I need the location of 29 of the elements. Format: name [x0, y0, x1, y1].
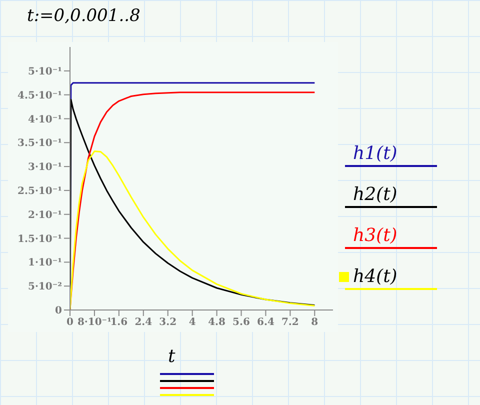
x-tick-label: 8 [311, 317, 318, 328]
y-tick-label: 2.5·10⁻¹ [18, 186, 62, 198]
y-tick-label: 4·10⁻¹ [28, 114, 62, 126]
text: h3(t) [353, 225, 398, 246]
line-series [70, 150, 316, 310]
x-tick-label: 7.2 [281, 317, 299, 328]
legend-label: h4(t) [353, 266, 398, 287]
x-tick-label: 4 [188, 317, 196, 328]
y-tick-label: 1·10⁻¹ [28, 258, 62, 269]
x-axis-title: t [168, 346, 176, 367]
y-tick-label: 2·10⁻¹ [28, 210, 62, 221]
x-tick-label: 6.4 [257, 317, 274, 328]
x-tick-label: 3.2 [159, 317, 177, 328]
y-tick-label: 3.5·10⁻¹ [18, 138, 62, 150]
x-tick-label: 4.8 [208, 317, 226, 328]
y-tick-label: 5·10⁻¹ [28, 66, 62, 78]
x-tick-label: 0 [66, 317, 74, 328]
x-tick-label: 1.6 [110, 317, 128, 328]
text: h1(t) [353, 143, 398, 164]
y-tick-label: 4.5·10⁻¹ [18, 90, 62, 102]
y-tick-label: 0 [55, 306, 62, 317]
x-tick-label: 5.6 [232, 317, 250, 328]
chart-title: t:=0,0.001..8 [27, 6, 140, 26]
y-tick-label: 3·10⁻¹ [28, 162, 62, 174]
x-tick-label: 2.4 [134, 317, 152, 328]
y-tick-label: 1.5·10⁻¹ [18, 234, 62, 245]
y-tick-label: 5·10⁻² [28, 282, 62, 293]
x-tick-label: 8·10⁻¹ [77, 317, 112, 328]
text: h2(t) [353, 184, 398, 205]
